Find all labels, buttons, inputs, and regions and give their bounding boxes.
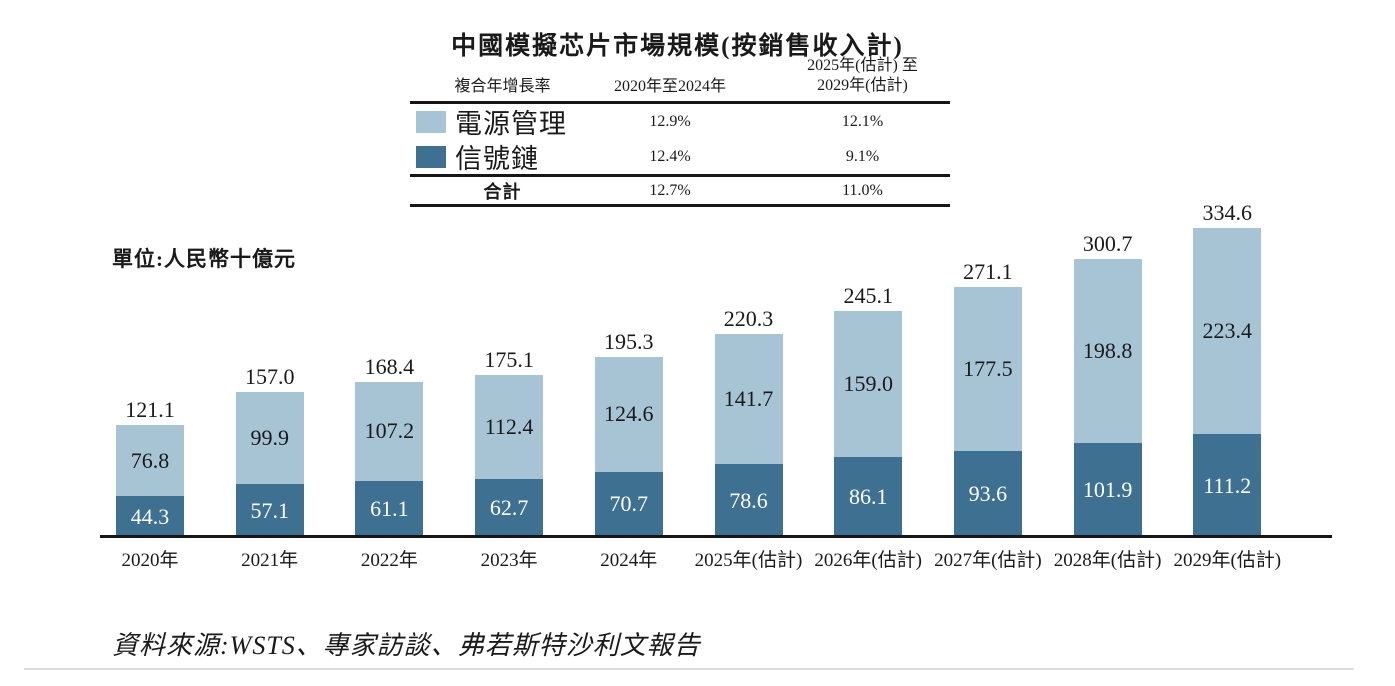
segment-value-label: 101.9 (1082, 476, 1133, 502)
bar-total-label: 245.1 (843, 282, 893, 308)
bar-total-label: 168.4 (364, 353, 415, 379)
segment-value-label: 198.8 (1082, 338, 1133, 364)
segment-value-label: 57.1 (250, 497, 289, 523)
power-management-segment: 141.7 (714, 333, 783, 465)
x-axis-line (100, 535, 1332, 538)
bar-total-label: 271.1 (963, 258, 1013, 284)
segment-value-label: 44.3 (130, 503, 170, 529)
power-management-segment: 107.2 (355, 381, 424, 481)
cagr-table: 複合年增長率 2020年至2024年 2025年(估計) 至 2029年(估計)… (410, 56, 950, 207)
signal-chain-segment: 61.1 (355, 480, 424, 537)
segment-value-label: 76.8 (130, 447, 170, 473)
cagr-power-period1: 12.9% (649, 112, 691, 130)
segment-value-label: 61.1 (370, 495, 409, 521)
bar-total-label: 157.0 (244, 364, 295, 390)
header-period-2020-2024: 2020年至2024年 (613, 78, 726, 95)
bar-total-label: 121.1 (125, 397, 175, 423)
x-axis-tick-label: 2029年(估計) (1173, 550, 1282, 571)
signal-chain-segment: 44.3 (116, 496, 184, 537)
segment-value-label: 177.5 (963, 355, 1013, 381)
bar-total-label: 195.3 (604, 328, 654, 354)
table-header-row: 複合年增長率 2020年至2024年 2025年(估計) 至 2029年(估計) (410, 56, 950, 104)
bar-total-label: 220.3 (723, 305, 774, 331)
segment-value-label: 93.6 (968, 480, 1008, 506)
segment-value-label: 141.7 (723, 385, 774, 411)
total-label: 合計 (483, 181, 522, 202)
legend-swatch-signal-chain (416, 145, 446, 168)
signal-chain-segment: 86.1 (834, 457, 903, 537)
segment-value-label: 78.6 (729, 487, 768, 513)
power-management-segment: 112.4 (475, 375, 544, 480)
x-axis-tick-label: 2022年 (360, 550, 418, 571)
signal-chain-segment: 111.2 (1193, 434, 1262, 537)
x-axis-tick-label: 2024年 (600, 550, 658, 571)
power-management-segment: 177.5 (953, 286, 1022, 451)
segment-value-label: 111.2 (1203, 472, 1252, 498)
x-axis-tick-label: 2026年(估計) (814, 550, 923, 571)
chart-title: 中國模擬芯片市場規模(按銷售收入計) (451, 33, 904, 60)
power-management-segment: 198.8 (1073, 259, 1142, 443)
signal-chain-segment: 101.9 (1073, 442, 1142, 537)
power-management-segment: 76.8 (116, 425, 184, 497)
x-axis-tick-label: 2028年(估計) (1053, 550, 1162, 571)
x-axis-tick-label: 2020年 (121, 550, 179, 571)
cagr-signal-period1: 12.4% (649, 147, 691, 165)
segment-value-label: 124.6 (604, 401, 654, 427)
x-axis-tick-label: 2025年(估計) (694, 550, 803, 571)
segment-value-label: 70.7 (609, 491, 649, 517)
legend-swatch-power-management (416, 110, 446, 133)
series-label-power-management: 電源管理 (455, 109, 567, 139)
bar-total-label: 334.6 (1202, 200, 1253, 226)
segment-value-label: 62.7 (489, 495, 529, 521)
header-metric-label: 複合年增長率 (454, 78, 551, 95)
series-label-signal-chain: 信號鏈 (455, 144, 539, 174)
power-management-segment: 99.9 (235, 392, 304, 485)
header-period-2025-2029: 2025年(估計) 至 2029年(估計) (807, 57, 918, 94)
signal-chain-segment: 62.7 (475, 479, 544, 537)
segment-value-label: 159.0 (843, 371, 893, 397)
bar-total-label: 300.7 (1082, 231, 1133, 257)
power-management-segment: 159.0 (834, 310, 903, 458)
cagr-total-period2: 11.0% (842, 181, 883, 199)
legend-row-signal-chain: 信號鏈 12.4% 9.1% (410, 139, 950, 174)
unit-label: 單位:人民幣十億元 (112, 247, 296, 271)
signal-chain-segment: 57.1 (235, 484, 304, 537)
signal-chain-segment: 93.6 (953, 450, 1022, 537)
power-management-segment: 223.4 (1193, 228, 1262, 435)
cagr-power-period2: 12.1% (841, 112, 884, 130)
segment-value-label: 99.9 (250, 425, 289, 451)
table-total-row: 合計 12.7% 11.0% (410, 174, 950, 207)
segment-value-label: 112.4 (484, 414, 534, 440)
x-axis-tick-label: 2023年 (480, 550, 538, 571)
power-management-segment: 124.6 (594, 356, 663, 472)
segment-value-label: 86.1 (848, 484, 888, 510)
x-axis-tick-label: 2021年 (241, 550, 299, 571)
bottom-divider (24, 668, 1354, 670)
source-note: 資料來源:WSTS、專家訪談、弗若斯特沙利文報告 (112, 631, 701, 660)
signal-chain-segment: 78.6 (714, 464, 783, 537)
segment-value-label: 107.2 (364, 418, 415, 444)
x-axis-tick-label: 2027年(估計) (934, 550, 1042, 571)
legend-row-power-management: 電源管理 12.9% 12.1% (410, 104, 950, 139)
cagr-total-period1: 12.7% (649, 181, 691, 199)
bar-total-label: 175.1 (484, 347, 534, 373)
segment-value-label: 223.4 (1202, 318, 1253, 344)
signal-chain-segment: 70.7 (594, 471, 663, 537)
cagr-signal-period2: 9.1% (845, 147, 880, 165)
